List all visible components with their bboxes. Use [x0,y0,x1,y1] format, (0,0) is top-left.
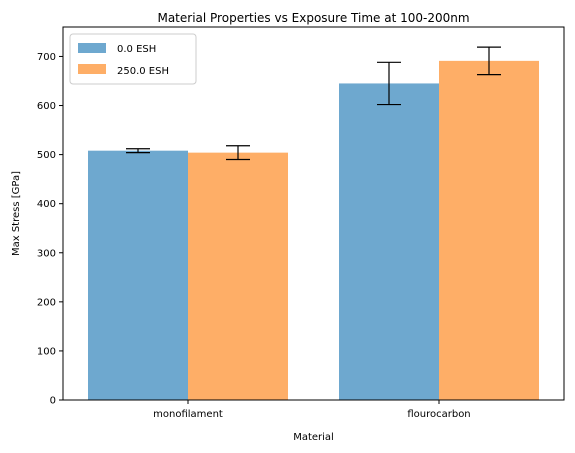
y-axis: 0 100 200 300 400 500 600 700 [37,52,63,407]
x-axis-label: Material [293,432,334,443]
legend-label-250-esh: 250.0 ESH [117,66,169,77]
legend: 0.0 ESH 250.0 ESH [69,33,197,85]
error-bar-monofilament-0-0-esh [126,148,150,154]
chart-title: Material Properties vs Exposure Time at … [157,11,469,25]
error-bar-flourocarbon-250-0-esh [477,46,501,76]
legend-swatch-250-esh [78,64,106,74]
y-tick-label-100: 100 [37,346,56,357]
y-tick-label-400: 400 [37,199,56,210]
error-bar-monofilament-250-0-esh [226,145,250,161]
x-tick-label-monofilament: monofilament [153,409,223,420]
x-axis: monofilament flourocarbon [153,400,471,420]
y-tick-label-600: 600 [37,101,56,112]
bar-flourocarbon-250-0-esh [439,60,539,401]
y-tick-label-300: 300 [37,248,56,259]
bar-monofilament-250-0-esh [188,152,288,400]
legend-swatch-0-esh [78,43,106,53]
y-tick-label-700: 700 [37,52,56,63]
legend-label-0-esh: 0.0 ESH [117,44,156,55]
x-tick-label-flourocarbon: flourocarbon [407,409,470,420]
plot-frame [62,26,565,401]
error-bar-flourocarbon-0-0-esh [377,61,401,106]
bar-flourocarbon-0-0-esh [339,83,439,400]
y-tick-label-0: 0 [50,396,56,407]
error-bars-layer [126,46,501,161]
y-tick-label-500: 500 [37,150,56,161]
y-axis-label: Max Stress [GPa] [11,171,22,256]
y-tick-label-200: 200 [37,297,56,308]
bar-monofilament-0-0-esh [88,150,188,400]
bars-layer [88,60,539,401]
